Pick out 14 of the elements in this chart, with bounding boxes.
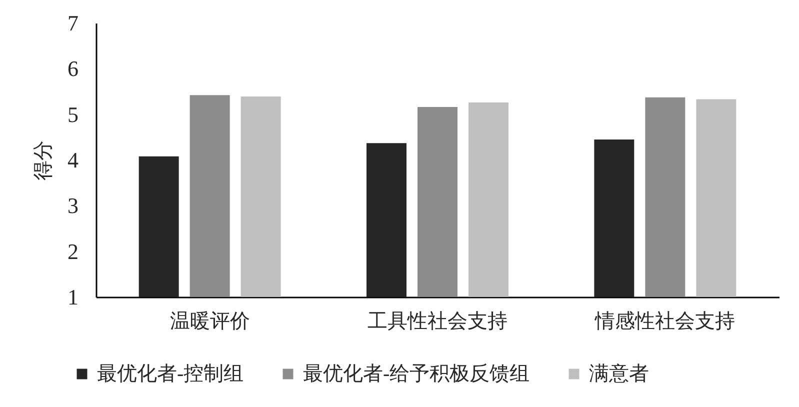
y-tick-label: 5: [68, 102, 78, 127]
legend-label: 最优化者-给予积极反馈组: [303, 363, 530, 385]
y-tick-label: 3: [68, 193, 78, 218]
y-tick-label: 4: [68, 148, 78, 172]
legend-label: 最优化者-控制组: [97, 363, 244, 385]
y-axis-title: 得分: [32, 140, 54, 180]
y-tick-label: 6: [68, 56, 78, 82]
x-tick-label: 温暖评价: [170, 310, 250, 332]
y-tick-label: 1: [68, 284, 78, 310]
y-tick-label: 7: [68, 10, 78, 36]
y-tick-label: 2: [68, 238, 78, 264]
x-tick-label: 工具性社会支持: [368, 310, 508, 332]
x-tick-label: 情感性社会支持: [594, 310, 736, 332]
legend-label: 满意者: [589, 363, 649, 385]
